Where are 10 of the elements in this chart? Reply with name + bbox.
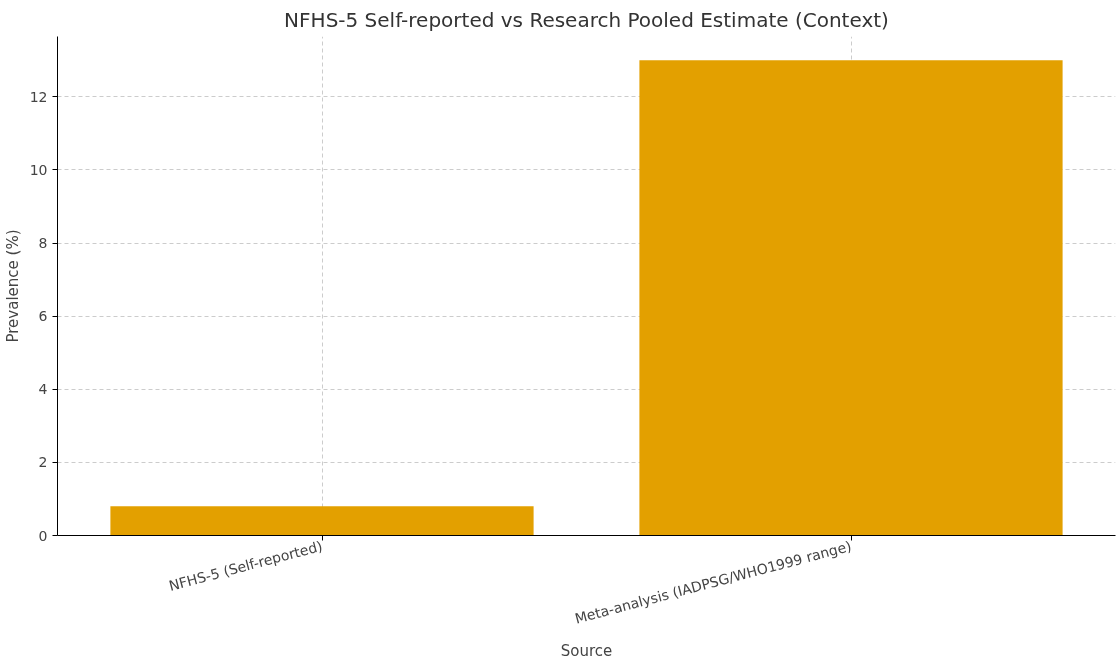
y-tick-label: 8 — [38, 235, 48, 252]
y-tick-label: 12 — [29, 88, 48, 105]
y-tick-label: 10 — [29, 161, 48, 178]
y-tick-label: 0 — [38, 527, 48, 544]
y-axis-title: Prevalence (%) — [3, 229, 22, 343]
y-tick-label: 2 — [38, 454, 48, 471]
chart-title: NFHS-5 Self-reported vs Research Pooled Estimate (Context) — [284, 7, 889, 32]
y-tick-label: 4 — [38, 381, 48, 398]
x-axis-title: Source — [560, 642, 613, 661]
y-tick-label: 6 — [38, 308, 48, 325]
